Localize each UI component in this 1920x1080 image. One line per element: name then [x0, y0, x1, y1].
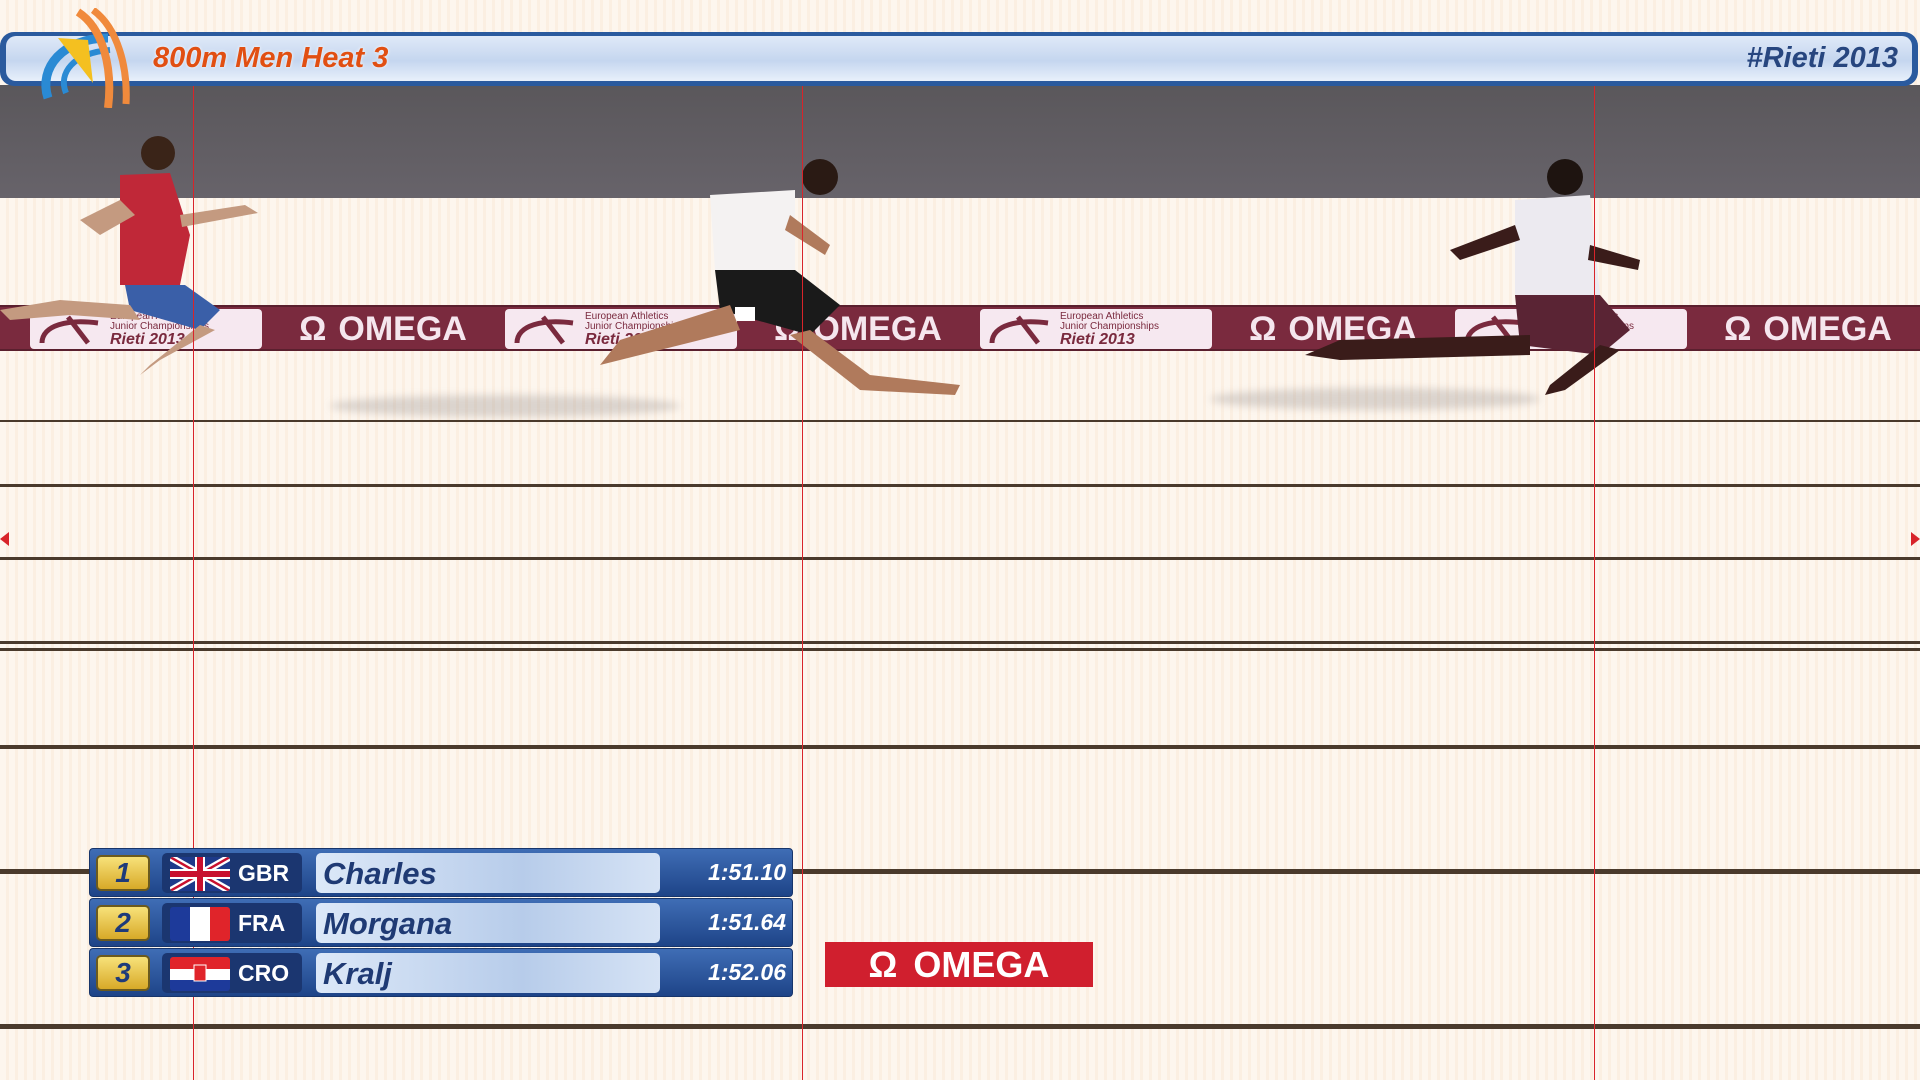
finish-time: 1:51.10: [707, 859, 786, 885]
left-marker-icon[interactable]: [0, 532, 9, 546]
right-marker-icon[interactable]: [1911, 532, 1920, 546]
name-box: [316, 953, 660, 993]
championship-logo-icon: [39, 315, 99, 345]
lane-line: [0, 869, 1920, 874]
finish-time: 1:52.06: [707, 959, 786, 985]
championship-logo-icon: [41, 8, 130, 108]
omega-symbol-icon: Ω: [868, 943, 898, 985]
athlete-name: Morgana: [323, 906, 453, 941]
grandstand-background: [0, 85, 1920, 198]
fra-flag-icon: [170, 907, 230, 941]
timing-cursor-line[interactable]: [193, 85, 194, 1080]
result-row: 3 CRO Kralj 1:52.06: [89, 948, 793, 997]
timing-cursor-line[interactable]: [1594, 85, 1595, 1080]
country-code: FRA: [238, 910, 286, 936]
event-header-bar: 800m Men Heat 3 #Rieti 2013: [0, 32, 1918, 86]
runner-shadow: [330, 395, 680, 417]
event-title: 800m Men Heat 3: [153, 42, 389, 74]
omega-text: OMEGA: [913, 943, 1050, 985]
lane-line: [0, 648, 1920, 651]
championship-logo-icon: [989, 315, 1049, 345]
omega-symbol-icon: Ω: [299, 309, 327, 348]
athlete-cro: [0, 136, 258, 375]
athlete-gbr: [1305, 159, 1640, 395]
omega-symbol-icon: Ω: [1724, 309, 1752, 348]
cro-flag-icon: [170, 957, 230, 991]
lane-line: [0, 1024, 1920, 1029]
lane-line: [0, 745, 1920, 749]
athlete-name: Kralj: [323, 956, 392, 991]
result-row: 1 GBR Charles 1:51.10: [89, 848, 793, 897]
name-box: [316, 903, 660, 943]
event-hashtag: #Rieti 2013: [1746, 42, 1898, 74]
athlete-fra: [600, 159, 960, 395]
runner-shadow: [1210, 388, 1540, 410]
timing-cursor-line[interactable]: [802, 85, 803, 1080]
lane-line: [0, 641, 1920, 644]
lane-line: [0, 557, 1920, 560]
lane-line: [0, 484, 1920, 487]
finish-time: 1:51.64: [707, 909, 786, 935]
omega-logo: Ω OMEGA: [825, 942, 1093, 987]
results-table: 1 GBR Charles 1:51.10 2 FRA Morgana 1:51…: [89, 848, 793, 998]
country-code: GBR: [238, 860, 290, 886]
championship-logo-icon: [514, 315, 574, 345]
rank-badge: 3: [96, 955, 150, 991]
athlete-name: Charles: [323, 856, 437, 891]
country-code: CRO: [238, 960, 290, 986]
lane-line: [0, 420, 1920, 422]
rank-badge: 2: [96, 905, 150, 941]
omega-symbol-icon: Ω: [1249, 309, 1277, 348]
gbr-flag-icon: [170, 857, 230, 891]
rank-badge: 1: [96, 855, 150, 891]
name-box: [316, 853, 660, 893]
result-row: 2 FRA Morgana 1:51.64: [89, 898, 793, 947]
